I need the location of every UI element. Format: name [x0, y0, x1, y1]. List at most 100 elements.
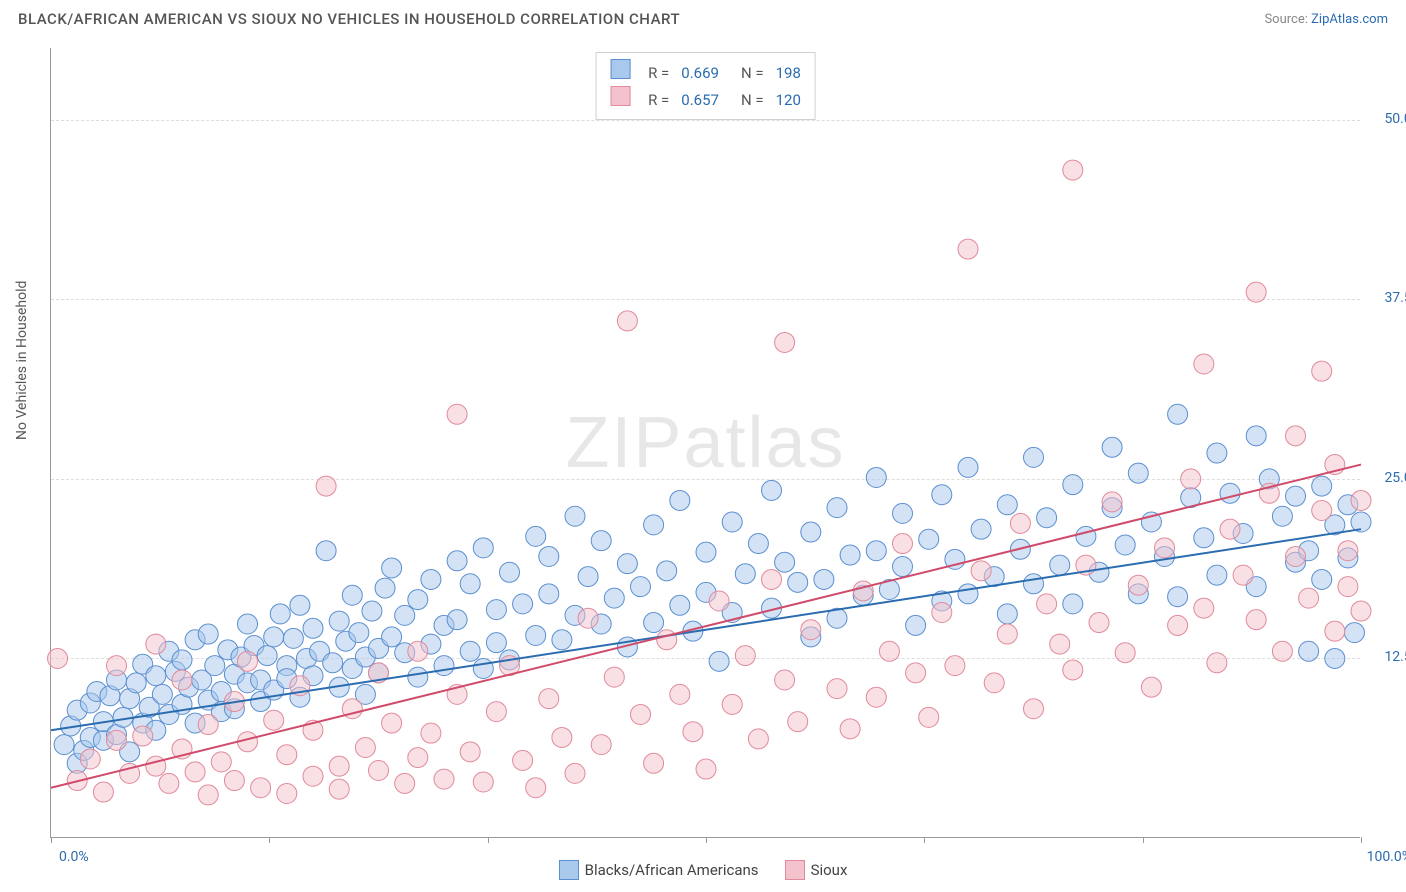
data-point [382, 558, 402, 578]
data-point [1050, 555, 1070, 575]
y-axis-title: No Vehicles in Household [14, 281, 30, 440]
data-point [735, 564, 755, 584]
data-point [329, 756, 349, 776]
data-point [1037, 508, 1057, 528]
data-point [526, 526, 546, 546]
data-point [1207, 565, 1227, 585]
data-point [277, 783, 297, 803]
data-point [617, 554, 637, 574]
data-point [906, 663, 926, 683]
data-point [316, 541, 336, 561]
data-point [644, 613, 664, 633]
data-point [604, 667, 624, 687]
data-point [303, 766, 323, 786]
data-point [408, 641, 428, 661]
source-label: Source: ZipAtlas.com [1264, 12, 1388, 27]
data-point [1102, 437, 1122, 457]
data-point [473, 538, 493, 558]
data-point [827, 498, 847, 518]
data-point [238, 651, 258, 671]
data-point [526, 625, 546, 645]
data-point [971, 561, 991, 581]
data-point [670, 684, 690, 704]
data-point [473, 772, 493, 792]
data-point [1181, 469, 1201, 489]
data-point [526, 778, 546, 798]
y-tick-label: 37.5% [1384, 290, 1406, 306]
data-point [460, 641, 480, 661]
data-point [434, 769, 454, 789]
data-point [1351, 512, 1371, 532]
y-tick-label: 50.0% [1384, 111, 1406, 127]
data-point [644, 753, 664, 773]
data-point [997, 495, 1017, 515]
chart-header: BLACK/AFRICAN AMERICAN VS SIOUX NO VEHIC… [0, 0, 1406, 36]
data-point [146, 666, 166, 686]
data-point [552, 630, 572, 650]
data-point [945, 656, 965, 676]
data-point [1338, 577, 1358, 597]
data-point [1207, 653, 1227, 673]
data-point [1115, 535, 1135, 555]
data-point [578, 608, 598, 628]
data-point [224, 771, 244, 791]
data-point [997, 624, 1017, 644]
data-point [1246, 282, 1266, 302]
data-point [539, 584, 559, 604]
data-point [696, 759, 716, 779]
data-point [382, 713, 402, 733]
data-point [1194, 598, 1214, 618]
data-point [408, 667, 428, 687]
data-point [486, 600, 506, 620]
data-point [591, 531, 611, 551]
correlation-legend: R = 0.669 N = 198 R = 0.657 N = 120 [595, 52, 816, 120]
data-point [539, 689, 559, 709]
data-point [205, 656, 225, 676]
data-point [513, 750, 533, 770]
data-point [473, 659, 493, 679]
source-link[interactable]: ZipAtlas.com [1311, 12, 1388, 27]
data-point [1312, 569, 1332, 589]
data-point [349, 623, 369, 643]
legend-row: R = 0.657 N = 120 [610, 86, 801, 113]
data-point [1115, 643, 1135, 663]
data-point [1063, 660, 1083, 680]
chart-title: BLACK/AFRICAN AMERICAN VS SIOUX NO VEHIC… [18, 10, 680, 28]
data-point [421, 723, 441, 743]
data-point [1102, 492, 1122, 512]
data-point [133, 726, 153, 746]
data-point [552, 727, 572, 747]
data-point [788, 712, 808, 732]
data-point [591, 735, 611, 755]
data-point [1063, 160, 1083, 180]
data-point [447, 404, 467, 424]
data-point [762, 480, 782, 500]
data-point [460, 742, 480, 762]
y-tick-label: 12.5% [1384, 649, 1406, 665]
data-point [1168, 404, 1188, 424]
data-point [788, 572, 808, 592]
y-tick-label: 25.0% [1384, 470, 1406, 486]
data-point [270, 604, 290, 624]
data-point [840, 719, 860, 739]
data-point [696, 542, 716, 562]
data-point [775, 552, 795, 572]
data-point [1063, 594, 1083, 614]
data-point [801, 522, 821, 542]
data-point [375, 578, 395, 598]
data-point [277, 745, 297, 765]
data-point [722, 512, 742, 532]
data-point [919, 529, 939, 549]
data-point [1299, 588, 1319, 608]
data-point [1089, 613, 1109, 633]
data-point [1351, 601, 1371, 621]
data-point [1312, 476, 1332, 496]
data-point [657, 630, 677, 650]
data-point [1299, 641, 1319, 661]
data-point [827, 679, 847, 699]
data-point [1351, 490, 1371, 510]
data-point [1207, 443, 1227, 463]
data-point [1037, 594, 1057, 614]
legend-row: R = 0.669 N = 198 [610, 59, 801, 86]
data-point [408, 748, 428, 768]
